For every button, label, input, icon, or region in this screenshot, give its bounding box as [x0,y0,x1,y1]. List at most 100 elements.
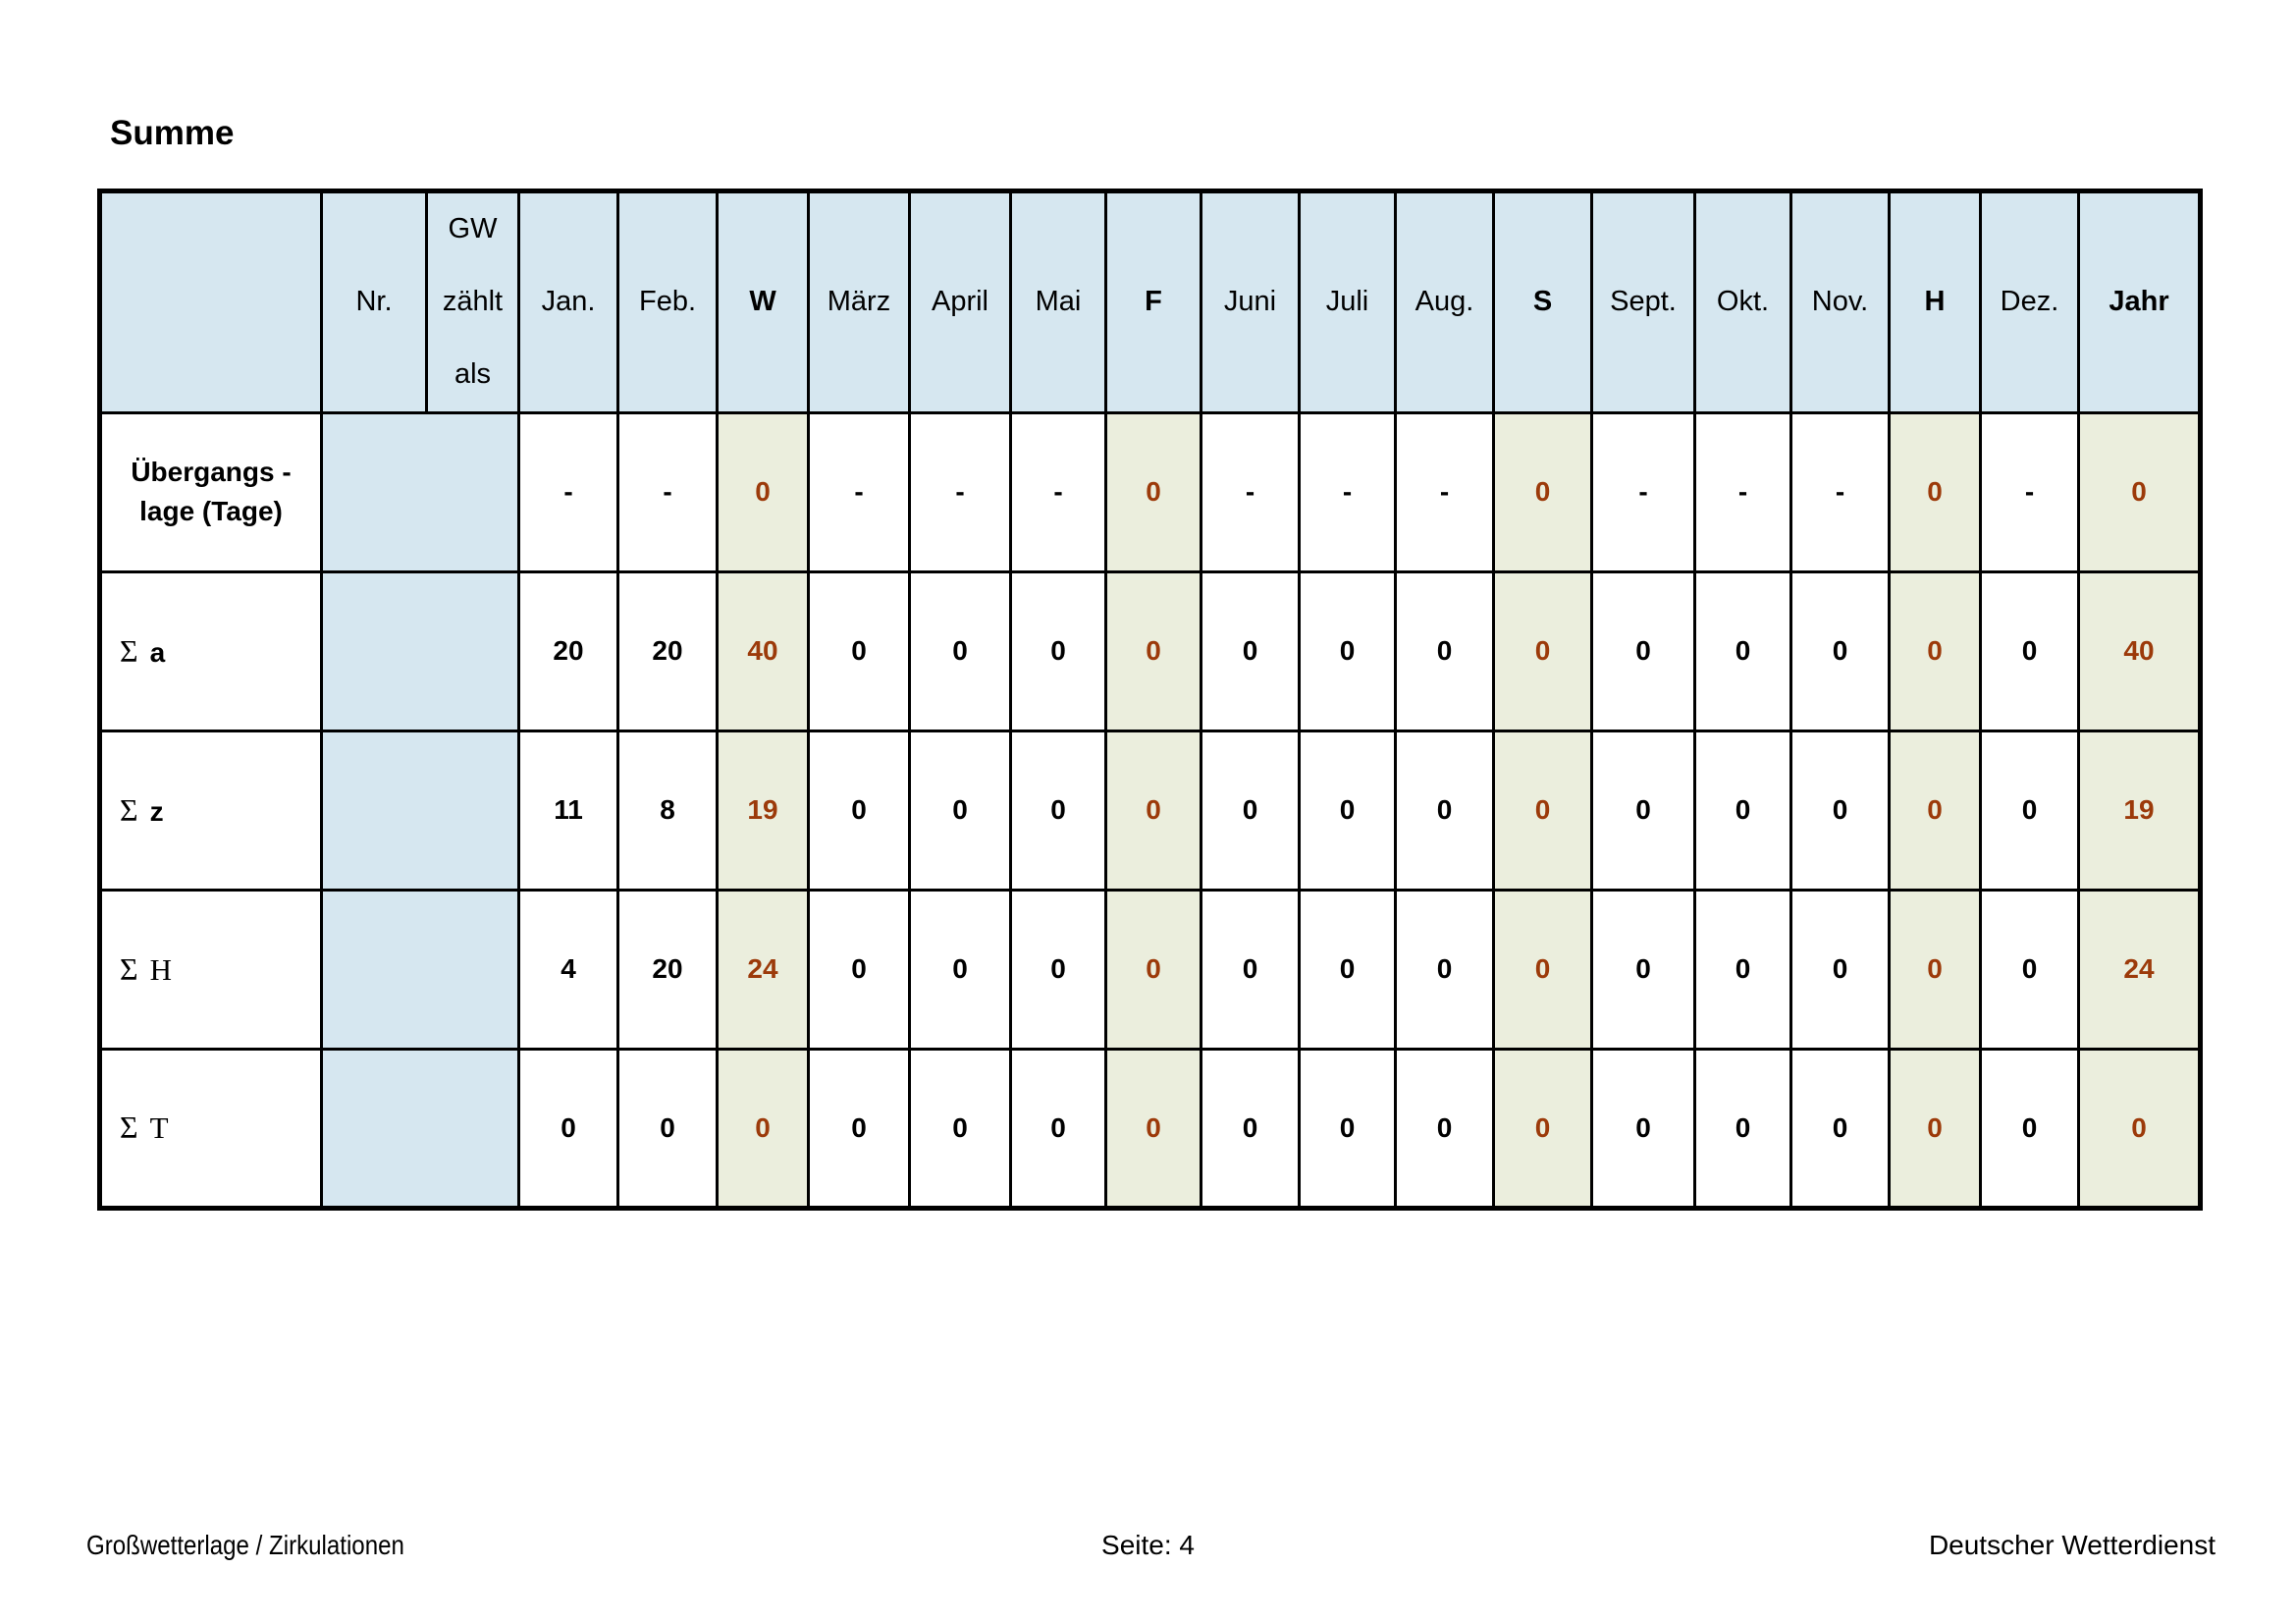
value-cell: 0 [2077,1047,2202,1210]
col-header-s: S [1492,189,1593,414]
value-cell: - [1979,410,2080,573]
value-cell: 0 [1104,729,1202,892]
value-cell: 0 [1394,569,1495,732]
value-cell: 0 [1888,1047,1982,1210]
col-header-juni: Juni [1200,189,1301,414]
value-cell: 0 [1492,1047,1593,1210]
row-letter: H [149,951,173,987]
value-cell: 0 [1104,888,1202,1051]
value-cell: 0 [1979,569,2080,732]
value-cell: 0 [1789,1047,1891,1210]
value-cell: 0 [1492,729,1593,892]
nr-gw-blank-cell [320,1047,520,1210]
row-letter: a [149,636,166,668]
value-cell: 0 [1979,729,2080,892]
col-header-april: April [908,189,1012,414]
footer-organization: Deutscher Wetterdienst [1928,1530,2216,1560]
value-cell: 0 [1590,729,1696,892]
value-cell: 0 [908,1047,1012,1210]
value-cell: - [1693,410,1792,573]
value-cell: 19 [716,729,810,892]
value-cell: 0 [616,1047,719,1210]
footer-page-number: Seite: 4 [1101,1530,1195,1560]
value-cell: 0 [1789,569,1891,732]
value-cell: 0 [1979,888,2080,1051]
sigma-symbol: Σ [120,1109,138,1146]
gw-line2: zählt [442,285,504,317]
value-cell: 0 [1492,410,1593,573]
value-cell: 0 [908,569,1012,732]
value-cell: - [517,410,619,573]
col-header-juli: Juli [1298,189,1397,414]
value-cell: 0 [716,410,810,573]
row-label-line1: Übergangs - [131,456,292,487]
value-cell: 0 [1492,888,1593,1051]
col-header-empty [98,189,323,414]
table-header-row: Nr. GW zählt als Jan. Feb. W März April … [98,189,2202,414]
page-title: Summe [110,114,235,152]
value-cell: 20 [616,888,719,1051]
value-cell: 40 [716,569,810,732]
value-cell: 0 [1298,888,1397,1051]
value-cell: - [1200,410,1301,573]
value-cell: - [1394,410,1495,573]
value-cell: 0 [1298,1047,1397,1210]
gw-line1: GW [448,213,498,244]
nr-gw-blank-cell [320,729,520,892]
col-header-feb: Feb. [616,189,719,414]
value-cell: 0 [1394,729,1495,892]
col-header-gw-zaehlt-als: GW zählt als [425,189,520,414]
col-header-okt: Okt. [1693,189,1792,414]
table-row-uebergangslage: Übergangs - lage (Tage) - - 0 - - - 0 - … [98,410,2202,573]
value-cell: 40 [2077,569,2202,732]
value-cell: 0 [1693,569,1792,732]
col-header-sept: Sept. [1590,189,1696,414]
row-label-line2: lage (Tage) [139,496,283,527]
value-cell: 0 [1104,410,1202,573]
value-cell: 0 [1009,569,1107,732]
value-cell: - [908,410,1012,573]
value-cell: 8 [616,729,719,892]
value-cell: 0 [1590,888,1696,1051]
value-cell: 0 [517,1047,619,1210]
value-cell: 0 [1200,1047,1301,1210]
col-header-nr: Nr. [320,189,428,414]
value-cell: 0 [1888,410,1982,573]
col-header-nov: Nov. [1789,189,1891,414]
col-header-dez: Dez. [1979,189,2080,414]
value-cell: 0 [1394,1047,1495,1210]
value-cell: 0 [1693,888,1792,1051]
value-cell: 0 [807,888,911,1051]
value-cell: 24 [2077,888,2202,1051]
value-cell: 0 [908,729,1012,892]
value-cell: 0 [1104,569,1202,732]
value-cell: 24 [716,888,810,1051]
value-cell: 0 [1200,569,1301,732]
sigma-symbol: Σ [120,791,138,828]
value-cell: 0 [1200,729,1301,892]
value-cell: 20 [616,569,719,732]
value-cell: 0 [1888,569,1982,732]
value-cell: 4 [517,888,619,1051]
col-header-aug: Aug. [1394,189,1495,414]
value-cell: 0 [1298,729,1397,892]
col-header-mai: Mai [1009,189,1107,414]
value-cell: 0 [1888,888,1982,1051]
value-cell: 0 [716,1047,810,1210]
value-cell: - [616,410,719,573]
value-cell: 0 [1009,729,1107,892]
sigma-symbol: Σ [120,950,138,987]
value-cell: 0 [1492,569,1593,732]
value-cell: 0 [1693,1047,1792,1210]
value-cell: 0 [2077,410,2202,573]
nr-gw-blank-cell [320,569,520,732]
value-cell: 0 [807,729,911,892]
col-header-maerz: März [807,189,911,414]
